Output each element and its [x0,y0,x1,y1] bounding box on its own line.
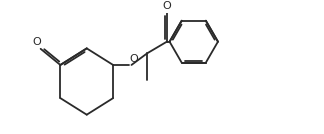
Text: O: O [163,1,171,11]
Text: O: O [130,54,138,64]
Text: O: O [33,37,41,47]
